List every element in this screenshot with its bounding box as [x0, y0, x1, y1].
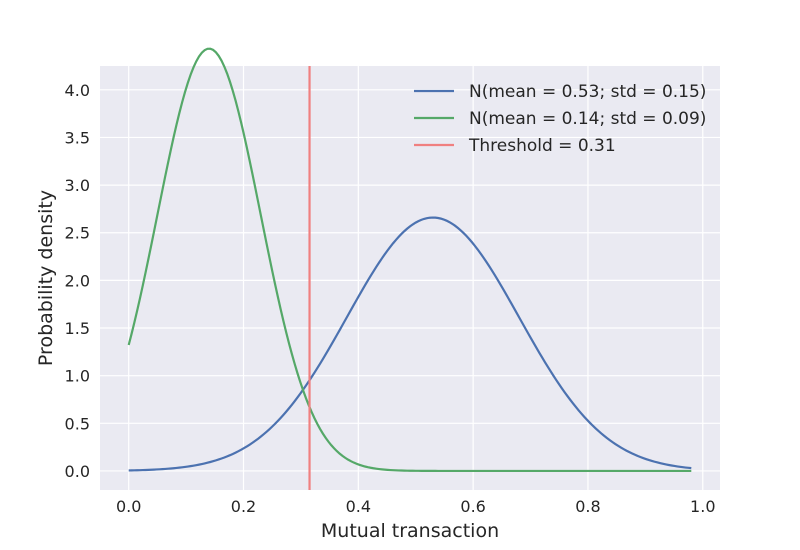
series-line	[128, 216, 692, 472]
y-tick-label: 3.0	[65, 176, 90, 195]
x-tick-label: 0.8	[575, 497, 600, 516]
y-tick-label: 3.5	[65, 128, 90, 147]
grid	[100, 66, 720, 490]
legend-label: Threshold = 0.31	[468, 136, 616, 156]
x-tick-label: 0.4	[346, 497, 371, 516]
legend-label: N(mean = 0.14; std = 0.09)	[469, 109, 706, 129]
legend-label: N(mean = 0.53; std = 0.15)	[469, 82, 706, 102]
legend: N(mean = 0.53; std = 0.15) N(mean = 0.14;…	[414, 82, 706, 156]
x-axis-label: Mutual transaction	[321, 520, 499, 542]
y-tick-label: 2.0	[65, 271, 90, 290]
series-lines	[127, 47, 692, 490]
series-line	[127, 47, 692, 473]
y-tick-labels: 0.0 0.5 1.0 1.5 2.0 2.5 3.0 3.5 4.0	[65, 81, 90, 481]
y-axis-label: Probability density	[35, 190, 57, 366]
y-tick-label: 4.0	[65, 81, 90, 100]
y-tick-label: 2.5	[65, 224, 90, 243]
x-tick-label: 0.2	[231, 497, 256, 516]
y-tick-label: 1.0	[65, 367, 90, 386]
y-tick-label: 1.5	[65, 319, 90, 338]
x-tick-label: 1.0	[690, 497, 715, 516]
plot-background	[100, 66, 720, 490]
x-tick-labels: 0.0 0.2 0.4 0.6 0.8 1.0	[116, 497, 716, 516]
y-tick-label: 0.0	[65, 462, 90, 481]
x-tick-label: 0.0	[116, 497, 141, 516]
y-tick-label: 0.5	[65, 414, 90, 433]
x-tick-label: 0.6	[460, 497, 485, 516]
